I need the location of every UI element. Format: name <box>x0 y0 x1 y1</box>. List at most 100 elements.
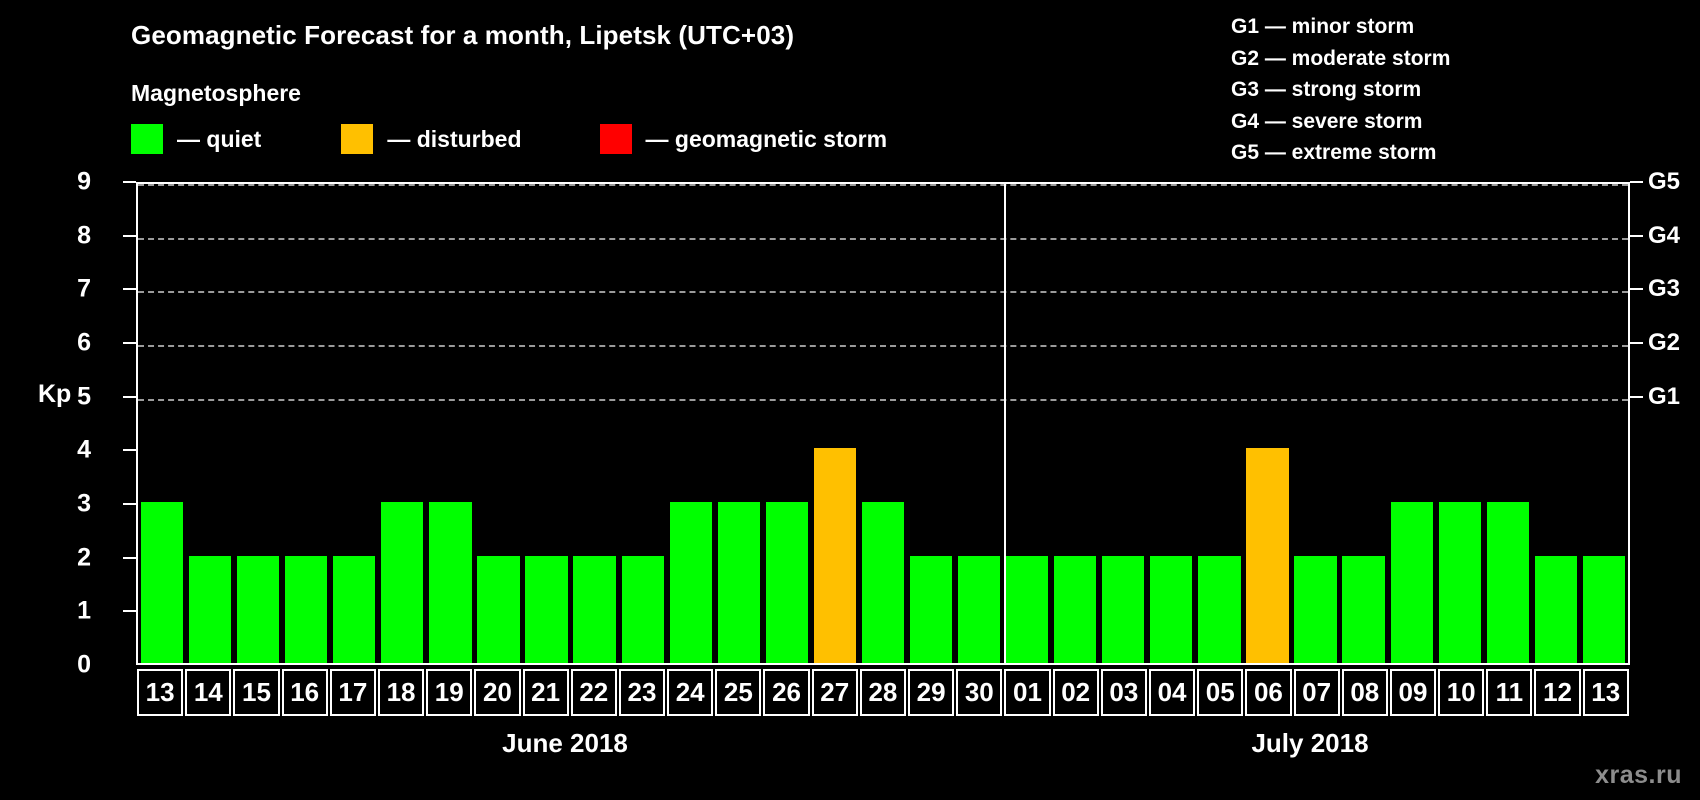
bar-june-20[interactable] <box>477 555 520 663</box>
bar-july-08[interactable] <box>1342 555 1385 663</box>
bar-june-21[interactable] <box>525 555 568 663</box>
bar-cell[interactable] <box>859 184 907 663</box>
bar-cell[interactable] <box>186 184 234 663</box>
y-axis-tickmark-3 <box>123 503 136 505</box>
bar-cell[interactable] <box>1532 184 1580 663</box>
day-label-june-16[interactable]: 16 <box>281 669 328 716</box>
bar-cell[interactable] <box>1195 184 1243 663</box>
bar-june-27[interactable] <box>813 448 857 663</box>
bar-july-10[interactable] <box>1438 502 1481 663</box>
bar-june-29[interactable] <box>909 555 953 663</box>
bar-june-30[interactable] <box>957 555 1001 663</box>
bar-cell[interactable] <box>1388 184 1436 663</box>
day-label-june-19[interactable]: 19 <box>426 669 473 716</box>
legend-label-quiet: — quiet <box>177 125 262 152</box>
bar-cell[interactable] <box>571 184 619 663</box>
bar-june-15[interactable] <box>237 555 280 663</box>
bar-june-26[interactable] <box>765 502 808 663</box>
day-label-june-28[interactable]: 28 <box>859 669 906 716</box>
bar-june-17[interactable] <box>333 555 376 663</box>
bar-series <box>138 184 1628 663</box>
bar-cell[interactable] <box>330 184 378 663</box>
day-label-june-14[interactable]: 14 <box>185 669 232 716</box>
day-label-july-05[interactable]: 05 <box>1197 669 1244 716</box>
bar-july-07[interactable] <box>1294 555 1337 663</box>
bar-cell[interactable] <box>715 184 763 663</box>
bar-cell[interactable] <box>907 184 955 663</box>
bar-july-03[interactable] <box>1102 555 1145 663</box>
bar-cell[interactable] <box>234 184 282 663</box>
bar-cell[interactable] <box>955 184 1003 663</box>
day-label-june-20[interactable]: 20 <box>474 669 521 716</box>
bar-cell[interactable] <box>811 184 859 663</box>
bar-cell[interactable] <box>523 184 571 663</box>
day-label-june-17[interactable]: 17 <box>329 669 376 716</box>
day-label-july-12[interactable]: 12 <box>1534 669 1581 716</box>
bar-june-18[interactable] <box>381 502 424 663</box>
bar-cell[interactable] <box>138 184 186 663</box>
bar-cell[interactable] <box>763 184 811 663</box>
bar-july-09[interactable] <box>1390 502 1433 663</box>
bar-june-23[interactable] <box>621 555 664 663</box>
bar-cell[interactable] <box>1580 184 1628 663</box>
bar-july-02[interactable] <box>1054 555 1097 663</box>
day-label-july-07[interactable]: 07 <box>1293 669 1340 716</box>
day-label-july-09[interactable]: 09 <box>1389 669 1437 716</box>
bar-cell[interactable] <box>667 184 715 663</box>
g-scale-line-g4: G4 — severe storm <box>1231 109 1423 133</box>
day-label-july-08[interactable]: 08 <box>1341 669 1388 716</box>
day-label-june-23[interactable]: 23 <box>618 669 666 716</box>
y-axis-tickmark-4 <box>123 449 136 452</box>
bar-june-28[interactable] <box>861 502 905 663</box>
bar-cell[interactable] <box>474 184 522 663</box>
bar-cell[interactable] <box>1340 184 1388 663</box>
bar-cell[interactable] <box>619 184 667 663</box>
day-label-july-13[interactable]: 13 <box>1582 669 1629 716</box>
bar-cell[interactable] <box>1484 184 1532 663</box>
bar-cell[interactable] <box>282 184 330 663</box>
bar-july-04[interactable] <box>1150 555 1193 663</box>
day-label-july-02[interactable]: 02 <box>1052 669 1099 716</box>
day-label-june-21[interactable]: 21 <box>522 669 569 716</box>
bar-cell[interactable] <box>1099 184 1147 663</box>
bar-july-06[interactable] <box>1246 448 1289 663</box>
bar-june-25[interactable] <box>717 502 760 663</box>
day-label-june-24[interactable]: 24 <box>667 669 714 716</box>
bar-june-24[interactable] <box>669 502 712 663</box>
day-label-june-26[interactable]: 26 <box>763 669 810 716</box>
bar-cell[interactable] <box>1051 184 1099 663</box>
day-label-july-06[interactable]: 06 <box>1245 669 1292 716</box>
bar-june-16[interactable] <box>285 555 328 663</box>
bar-june-22[interactable] <box>573 555 616 663</box>
bar-cell[interactable] <box>378 184 426 663</box>
bar-july-12[interactable] <box>1534 555 1577 663</box>
bar-cell[interactable] <box>1292 184 1340 663</box>
day-label-june-15[interactable]: 15 <box>233 669 280 716</box>
bar-july-05[interactable] <box>1198 555 1241 663</box>
bar-cell[interactable] <box>1003 184 1051 663</box>
day-label-june-27[interactable]: 27 <box>811 669 858 716</box>
bar-june-19[interactable] <box>429 502 472 663</box>
bar-cell[interactable] <box>1436 184 1484 663</box>
bar-june-13[interactable] <box>140 502 184 663</box>
day-label-july-01[interactable]: 01 <box>1004 669 1051 716</box>
y-axis-tickmark-5 <box>123 395 136 398</box>
day-label-june-22[interactable]: 22 <box>570 669 617 716</box>
day-label-june-29[interactable]: 29 <box>908 669 955 716</box>
day-label-july-04[interactable]: 04 <box>1148 669 1196 716</box>
bar-july-13[interactable] <box>1582 555 1626 663</box>
bar-june-14[interactable] <box>188 555 232 663</box>
day-label-june-13[interactable]: 13 <box>137 669 184 716</box>
day-label-june-25[interactable]: 25 <box>715 669 762 716</box>
day-label-june-18[interactable]: 18 <box>377 669 425 716</box>
bar-july-01[interactable] <box>1006 555 1049 663</box>
bar-july-11[interactable] <box>1486 502 1529 663</box>
bar-cell[interactable] <box>1243 184 1291 663</box>
g-scale-line-g5: G5 — extreme storm <box>1231 141 1437 164</box>
day-label-july-03[interactable]: 03 <box>1100 669 1147 716</box>
bar-cell[interactable] <box>426 184 474 663</box>
day-label-june-30[interactable]: 30 <box>956 669 1003 716</box>
day-label-july-11[interactable]: 11 <box>1486 669 1533 716</box>
day-label-july-10[interactable]: 10 <box>1438 669 1485 716</box>
bar-cell[interactable] <box>1147 184 1195 663</box>
